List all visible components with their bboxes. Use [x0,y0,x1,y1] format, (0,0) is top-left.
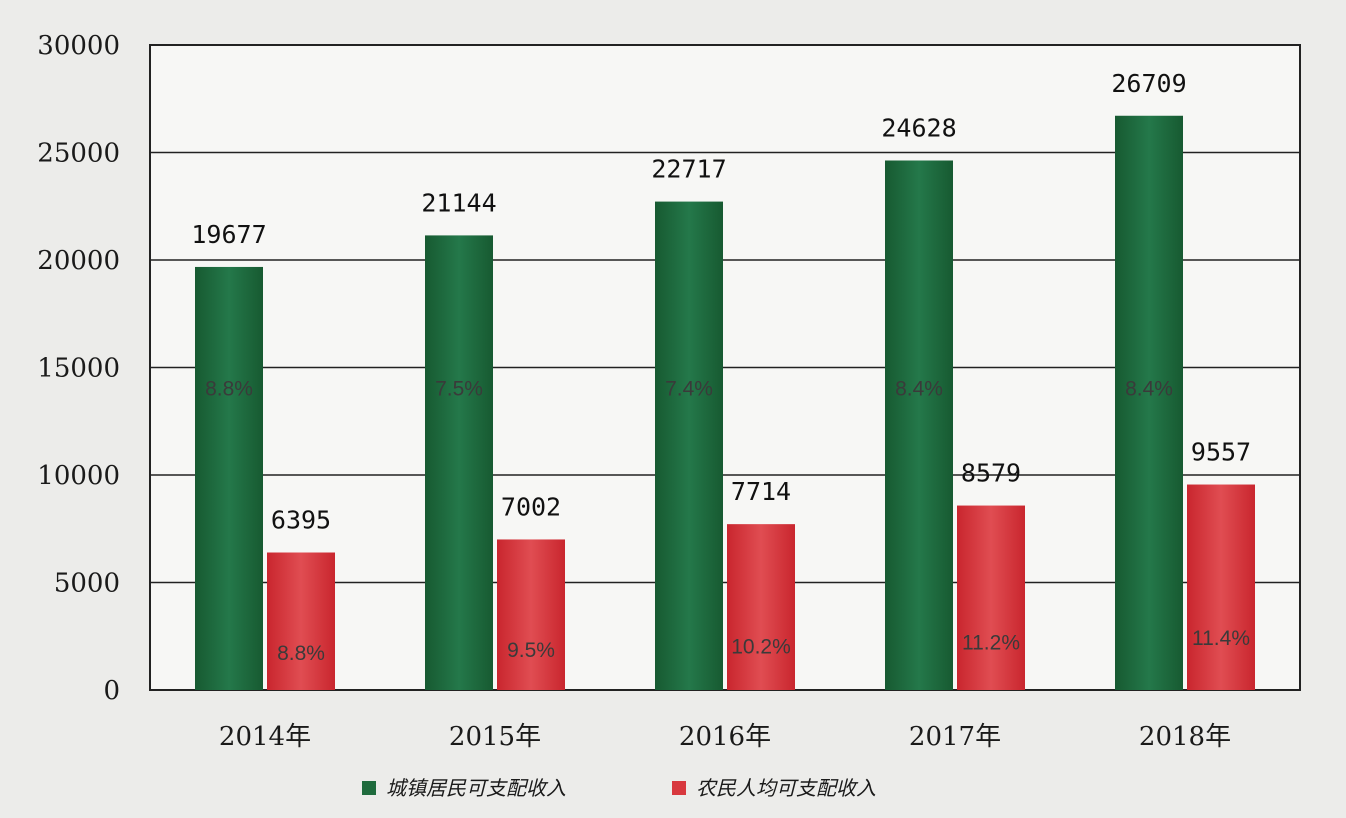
value-label-urban: 24628 [881,113,956,142]
y-tick-label: 0 [103,676,120,706]
y-tick-label: 5000 [54,569,120,599]
legend-label-rural: 农民人均可支配收入 [696,776,876,800]
legend-label-urban: 城镇居民可支配收入 [386,776,566,800]
value-label-urban: 22717 [651,155,726,184]
value-label-rural: 7714 [731,477,791,506]
value-label-rural: 9557 [1191,438,1251,467]
growth-label-rural: 11.2% [962,631,1020,654]
x-tick-label: 2015年 [449,722,541,752]
bar-urban [1115,115,1183,691]
value-label-urban: 21144 [421,188,496,217]
bar-urban [195,266,263,690]
gridlines [150,151,1300,584]
growth-label-urban: 7.4% [665,377,713,400]
y-axis-ticks: 0 5000 10000 15000 20000 25000 30000 [37,31,120,706]
growth-label-urban: 7.5% [435,377,483,400]
y-tick-label: 10000 [37,461,120,491]
x-tick-label: 2016年 [679,722,771,752]
bar-rural [727,524,795,690]
bar-urban [425,235,493,691]
x-tick-label: 2017年 [909,722,1001,752]
value-label-rural: 7002 [501,492,561,521]
bar-rural [497,539,565,690]
x-axis-ticks: 2014年 2015年 2016年 2017年 2018年 [219,722,1231,752]
bar-rural [1187,484,1255,690]
growth-label-rural: 9.5% [507,639,555,662]
bar-labels: 19677 8.8% 6395 8.8% 21144 7.5% 7002 9.5% 22717 7… [191,69,1251,665]
legend-swatch-rural [672,781,686,795]
value-label-rural: 6395 [271,506,331,535]
bar-urban [655,201,723,690]
bar-rural [957,505,1025,690]
growth-label-rural: 8.8% [277,642,325,665]
value-label-urban: 19677 [191,220,266,249]
bar-urban [885,160,953,691]
value-label-rural: 8579 [961,459,1021,488]
bars [195,115,1255,691]
x-tick-label: 2014年 [219,722,311,752]
legend-swatch-urban [362,781,376,795]
y-tick-label: 30000 [37,31,120,61]
y-tick-label: 25000 [37,139,120,169]
growth-label-rural: 11.4% [1192,627,1250,650]
growth-label-urban: 8.4% [895,377,943,400]
y-tick-label: 20000 [37,246,120,276]
growth-label-urban: 8.8% [205,377,253,400]
y-tick-label: 15000 [37,354,120,384]
growth-label-rural: 10.2% [731,636,791,659]
value-label-urban: 26709 [1111,69,1186,98]
x-tick-label: 2018年 [1139,722,1231,752]
growth-label-urban: 8.4% [1125,377,1173,400]
bar-rural [267,552,335,690]
legend: 城镇居民可支配收入 农民人均可支配收入 [362,776,876,800]
